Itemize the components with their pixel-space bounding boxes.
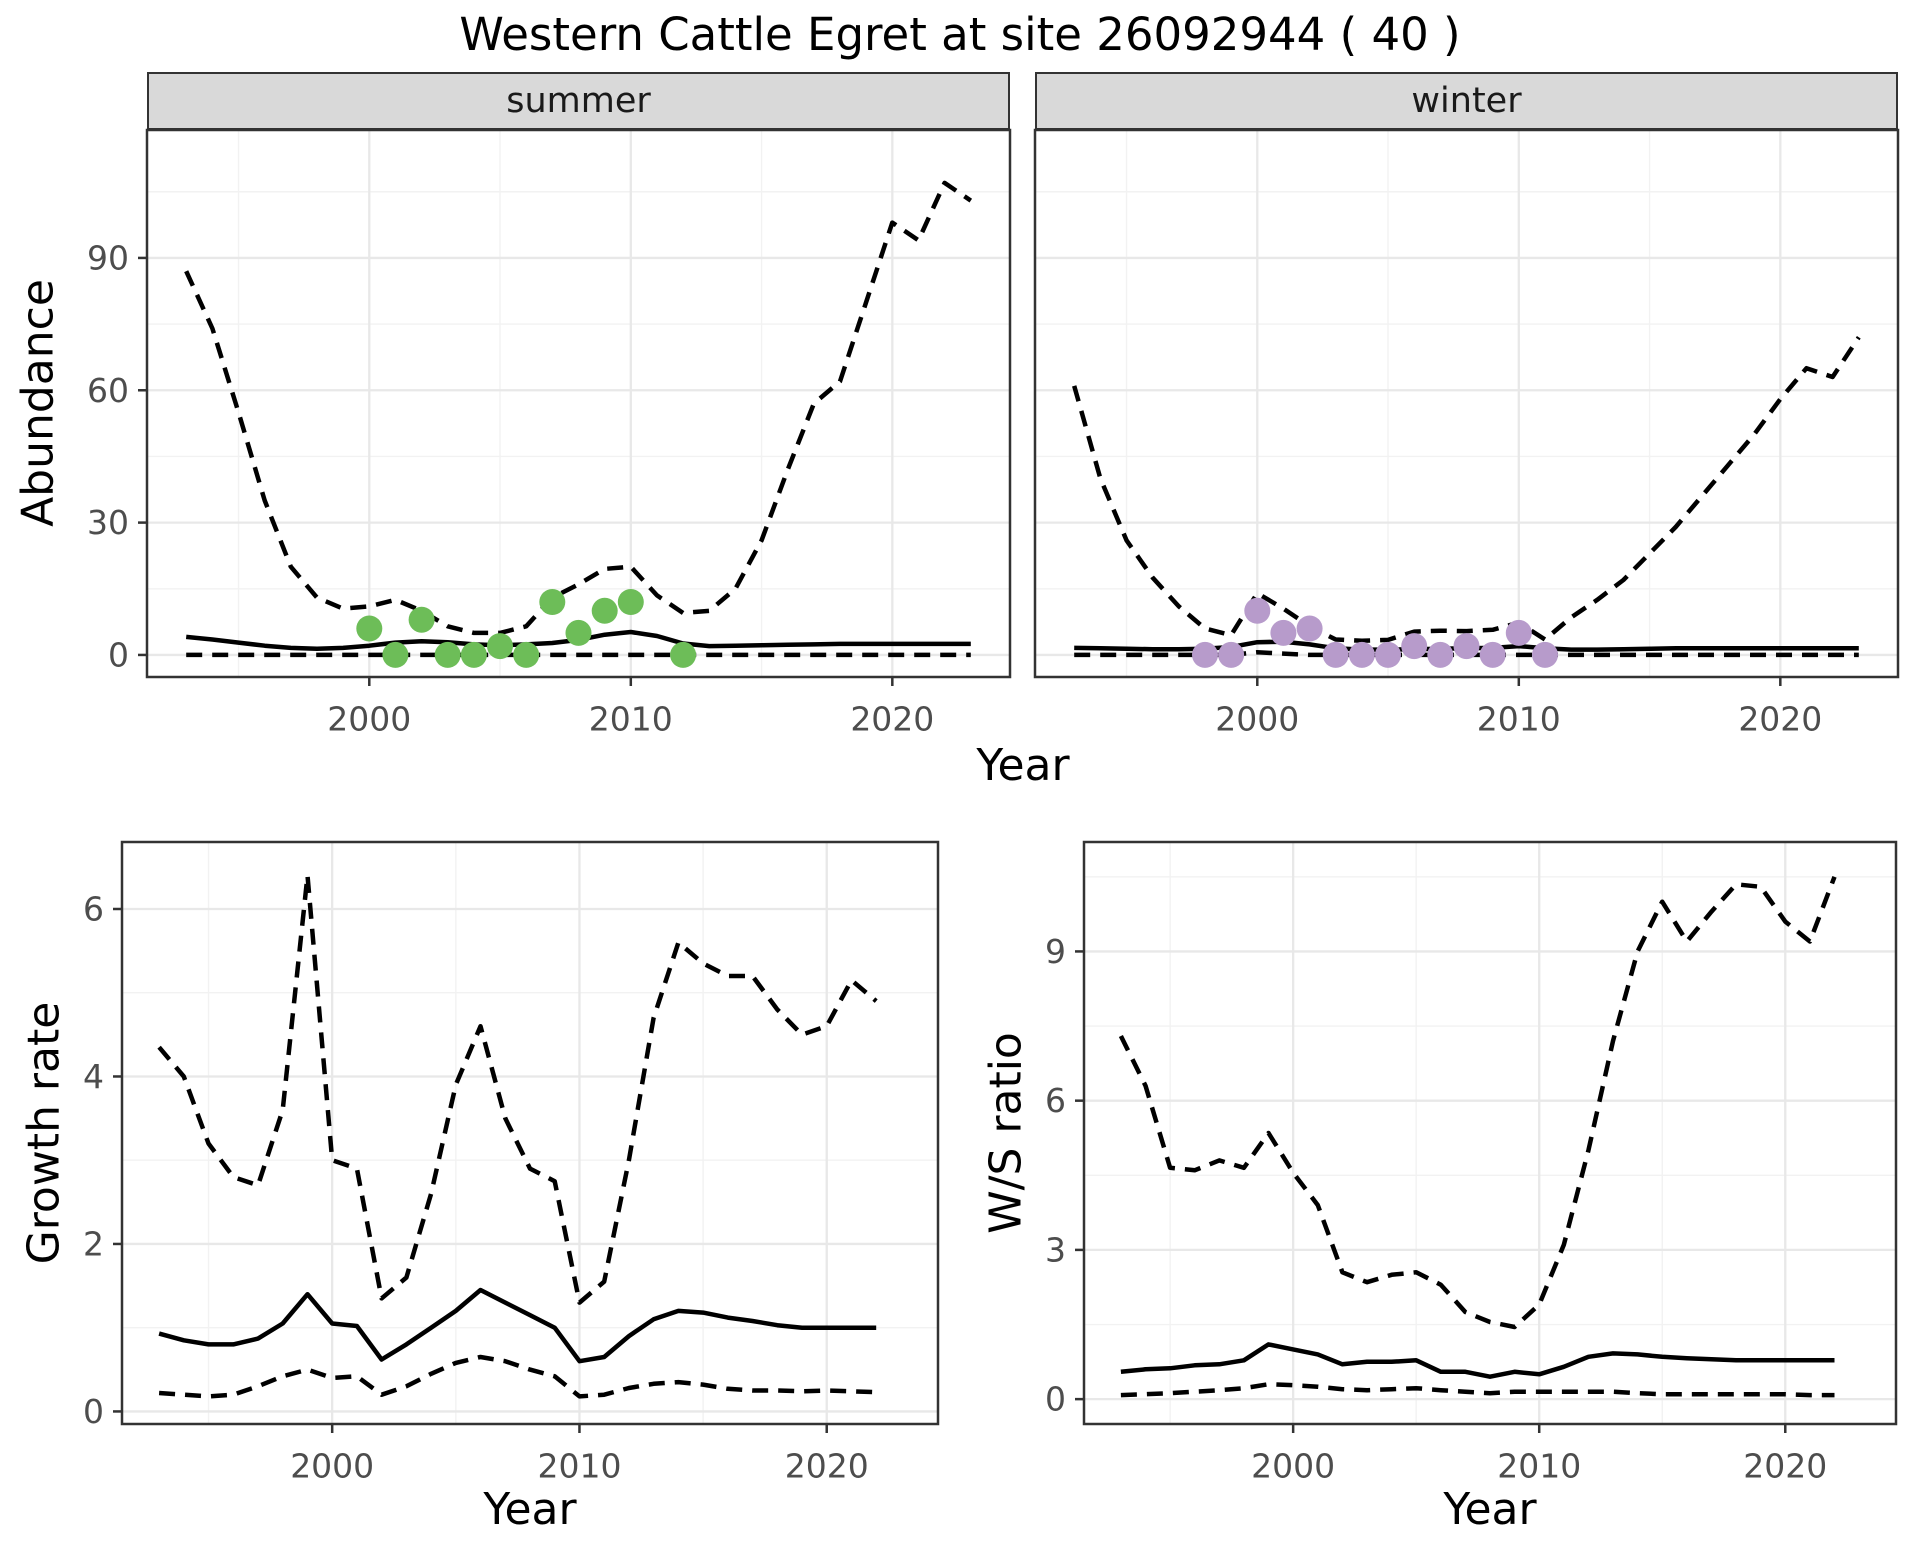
y-tick-label: 3 — [1045, 1230, 1066, 1269]
panel-background — [1035, 130, 1898, 677]
x-tick-label: 2000 — [1251, 1446, 1335, 1485]
y-tick-label: 2 — [83, 1225, 104, 1264]
y-tick-label: 9 — [1045, 932, 1066, 971]
ws-ratio-y-axis-title: W/S ratio — [980, 1032, 1032, 1234]
data-point — [1401, 633, 1428, 660]
x-tick-label: 2020 — [1743, 1446, 1827, 1485]
y-tick-label: 6 — [83, 890, 104, 929]
data-point — [1427, 641, 1454, 668]
data-point — [487, 633, 513, 660]
abundance-summer-panel: 2000 2010 2020 0 30 60 90 — [87, 128, 1012, 738]
y-tick-label: 0 — [1045, 1380, 1066, 1419]
data-point — [513, 641, 540, 668]
series-upper_95ci — [184, 180, 973, 636]
series-upper_95ci — [1118, 876, 1837, 1330]
x-tick-label: 2010 — [537, 1446, 621, 1485]
series-lower_95ci — [1120, 1381, 1835, 1398]
data-point — [1192, 641, 1218, 668]
facet-strip-summer: summer — [147, 72, 1010, 130]
abundance-winter-panel: 2000 2010 2020 — [1033, 128, 1900, 738]
panel-background — [122, 842, 938, 1424]
data-point — [1532, 641, 1558, 668]
data-point — [539, 589, 566, 615]
abundance-y-axis-title: Abundance — [12, 279, 64, 527]
data-point — [1270, 619, 1297, 646]
panel-border — [1033, 128, 1900, 679]
growth-rate-x-axis-title: Year — [483, 1484, 577, 1535]
x-tick-label: 2020 — [850, 699, 934, 738]
y-tick-label: 0 — [108, 635, 129, 674]
x-tick-label: 2000 — [290, 1446, 374, 1485]
data-point — [1244, 597, 1271, 624]
x-tick-label: 2010 — [1497, 1446, 1581, 1485]
plot-title: Western Cattle Egret at site 26092944 ( … — [459, 8, 1461, 61]
abundance-x-axis-title: Year — [976, 740, 1070, 791]
ws-ratio-panel: 2000 2010 2020 0 3 6 9 — [1045, 840, 1898, 1485]
x-tick-label: 2020 — [785, 1446, 869, 1485]
data-point — [1348, 641, 1375, 668]
x-tick-label: 2010 — [1477, 699, 1561, 738]
y-tick-label: 4 — [83, 1057, 104, 1096]
data-point — [1375, 641, 1401, 668]
data-point — [670, 641, 697, 668]
data-point — [408, 606, 435, 633]
data-point — [1453, 633, 1480, 660]
y-tick-label: 60 — [87, 371, 129, 410]
x-tick-label: 2020 — [1738, 699, 1822, 738]
data-point — [1479, 641, 1506, 668]
series-upper_95ci — [1072, 336, 1861, 644]
data-point — [382, 641, 409, 668]
x-tick-label: 2000 — [1215, 699, 1299, 738]
data-point — [356, 615, 383, 642]
x-tick-label: 2010 — [589, 699, 673, 738]
panel-background — [147, 130, 1010, 677]
data-point — [1296, 615, 1323, 642]
series-upper_95ci — [157, 873, 878, 1305]
y-tick-label: 30 — [87, 503, 129, 542]
facet-strip-winter: winter — [1035, 72, 1898, 130]
growth-rate-y-axis-title: Growth rate — [18, 1001, 70, 1265]
growth-rate-panel: 2000 2010 2020 0 2 4 6 — [83, 840, 940, 1485]
series-lower_95ci — [158, 1354, 877, 1399]
y-tick-label: 6 — [1045, 1081, 1066, 1120]
series-model_fit — [1120, 1342, 1835, 1379]
facet-strip-summer-label: summer — [506, 81, 651, 121]
panel-border — [1082, 840, 1898, 1426]
x-tick-label: 2000 — [327, 699, 411, 738]
panel-border — [145, 128, 1012, 679]
facet-strip-winter-label: winter — [1411, 81, 1522, 121]
y-tick-label: 0 — [83, 1392, 104, 1431]
data-point — [434, 641, 461, 668]
y-tick-label: 90 — [87, 238, 129, 277]
data-point — [565, 619, 592, 646]
data-point — [1322, 641, 1349, 668]
data-point — [1218, 641, 1245, 668]
data-point — [460, 641, 487, 668]
data-point — [617, 589, 644, 615]
panel-background — [1084, 842, 1896, 1424]
series-model_fit — [158, 1287, 877, 1364]
data-point — [1505, 619, 1532, 646]
panel-border — [120, 840, 940, 1426]
data-point — [591, 597, 618, 624]
ws-ratio-x-axis-title: Year — [1443, 1484, 1537, 1535]
